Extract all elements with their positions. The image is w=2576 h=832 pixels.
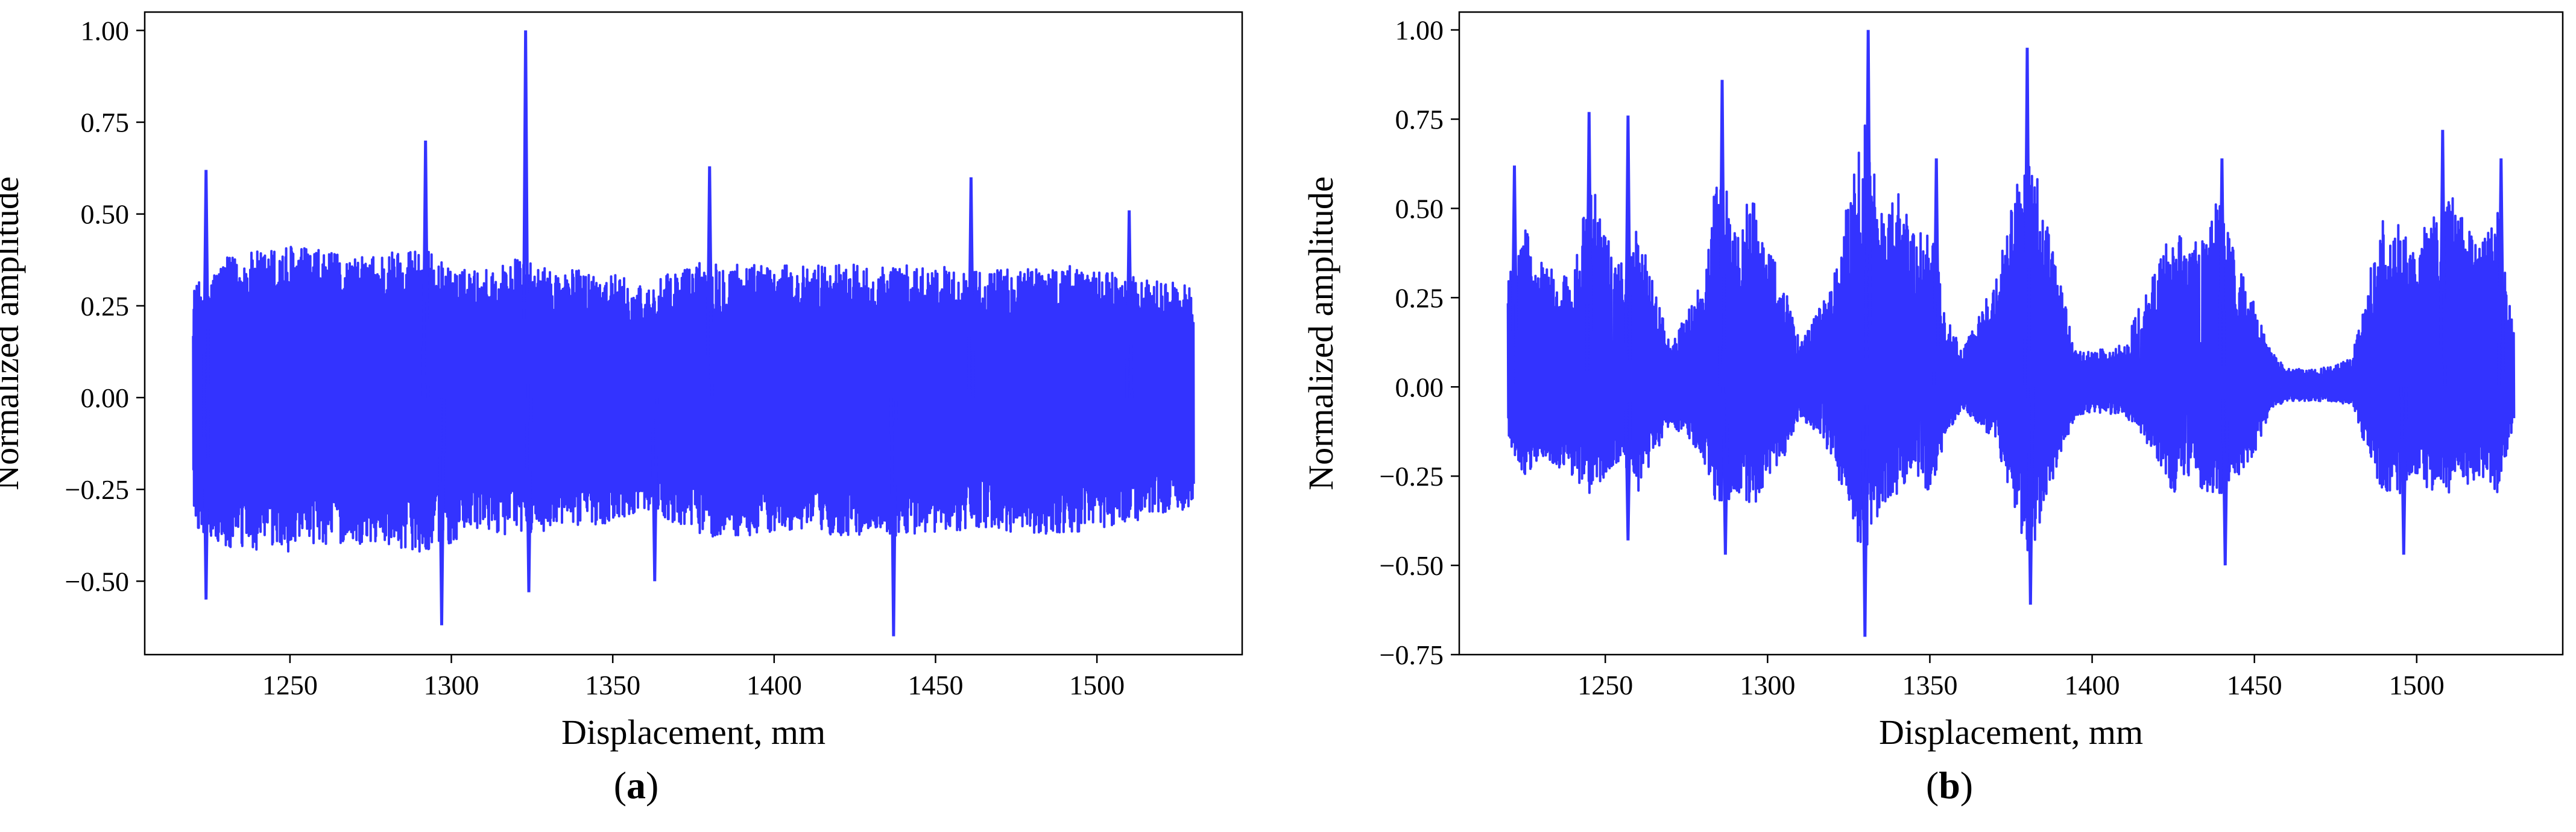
signal-peak-b-11	[2218, 158, 2226, 387]
signal-peak-b-2	[1624, 115, 1632, 387]
signal-peak-a-1	[202, 397, 210, 600]
x-tick-label-b-5: 1500	[2389, 670, 2445, 700]
chart-panel-a: 1250 1300 1350 1400 1450 1500 −0.50 −0.25 0.00 0.…	[0, 11, 1243, 752]
signal-peak-a-9	[1125, 210, 1134, 398]
panel-caption-a-letter: a	[627, 764, 646, 807]
y-tick-label-b-3: 0.00	[1395, 372, 1444, 402]
signal-peak-b-15	[2399, 387, 2408, 555]
y-axis-label-b: Normalized amplitude	[1301, 176, 1340, 490]
y-tick-label-b-7: 1.00	[1395, 15, 1444, 46]
signal-peak-b-9	[2023, 48, 2031, 387]
x-axis-label-a: Displacement, mm	[561, 713, 826, 752]
y-axis-label-a: Normalized amplitude	[0, 176, 26, 490]
x-tick-label-b-3: 1400	[2065, 670, 2120, 700]
x-tick-label-b-2: 1350	[1902, 670, 1957, 700]
y-tick-label-b-2: −0.25	[1380, 461, 1444, 492]
signal-peak-b-10	[2026, 387, 2035, 605]
chart-panel-b: 1250 1300 1350 1400 1450 1500 −0.75 −0.50 −0.25 0…	[1301, 11, 2564, 752]
y-tick-label-b-1: −0.50	[1380, 550, 1444, 581]
plot-frame-b	[1458, 11, 2564, 656]
y-tick-label-b-6: 0.75	[1395, 104, 1444, 135]
signal-peak-b-14	[2497, 158, 2505, 387]
x-tick-label-a-2: 1350	[585, 670, 640, 700]
signal-peak-b-5	[1721, 387, 1729, 555]
y-tick-label-a-1: −0.25	[65, 474, 129, 505]
y-tick-label-b-4: 0.25	[1395, 282, 1444, 313]
x-tick-label-a-4: 1450	[908, 670, 963, 700]
signal-peak-a-0	[202, 170, 210, 398]
panel-caption-b-letter: b	[1939, 764, 1960, 807]
y-tick-label-a-0: −0.50	[65, 566, 129, 597]
signal-peak-a-10	[651, 397, 659, 582]
y-tick-label-b-5: 0.50	[1395, 193, 1444, 224]
signal-line-b	[1506, 121, 2516, 560]
x-axis-label-b: Displacement, mm	[1879, 713, 2143, 752]
signal-peak-a-8	[967, 177, 975, 398]
x-tick-label-a-5: 1500	[1069, 670, 1125, 700]
signal-peak-a-7	[889, 397, 898, 637]
signal-peak-b-1	[1585, 112, 1593, 387]
x-tick-label-a-3: 1400	[747, 670, 802, 700]
y-tick-label-a-4: 0.50	[81, 199, 130, 230]
y-tick-label-a-6: 1.00	[81, 15, 130, 46]
signal-peak-b-8	[1932, 158, 1940, 387]
x-tick-label-b-0: 1250	[1577, 670, 1633, 700]
y-tick-label-a-5: 0.75	[81, 107, 130, 138]
x-tick-label-a-1: 1300	[424, 670, 479, 700]
signal-peak-b-13	[2439, 130, 2447, 387]
signal-peak-b-0	[1511, 165, 1518, 387]
x-tick-label-b-4: 1450	[2227, 670, 2282, 700]
signal-peak-a-2	[421, 140, 430, 398]
signal-peak-b-6	[1864, 30, 1872, 387]
signal-peak-a-6	[706, 166, 714, 398]
plot-frame-a	[144, 11, 1243, 656]
x-tick-label-a-0: 1250	[262, 670, 318, 700]
panel-caption-a: (a)	[613, 764, 659, 807]
signal-peak-b-3	[1624, 387, 1632, 541]
signal-peak-b-12	[2221, 387, 2229, 566]
x-tick-label-b-1: 1300	[1740, 670, 1795, 700]
panel-caption-b: (b)	[1925, 764, 1974, 807]
signal-peak-a-5	[525, 397, 533, 592]
signal-peak-a-3	[437, 397, 446, 626]
y-tick-label-a-3: 0.25	[81, 291, 130, 322]
y-tick-label-a-2: 0.00	[81, 383, 130, 413]
y-tick-label-b-0: −0.75	[1380, 640, 1444, 670]
signal-peak-b-4	[1718, 80, 1726, 387]
signal-line-a	[192, 246, 1195, 553]
signal-peak-a-4	[522, 30, 530, 398]
